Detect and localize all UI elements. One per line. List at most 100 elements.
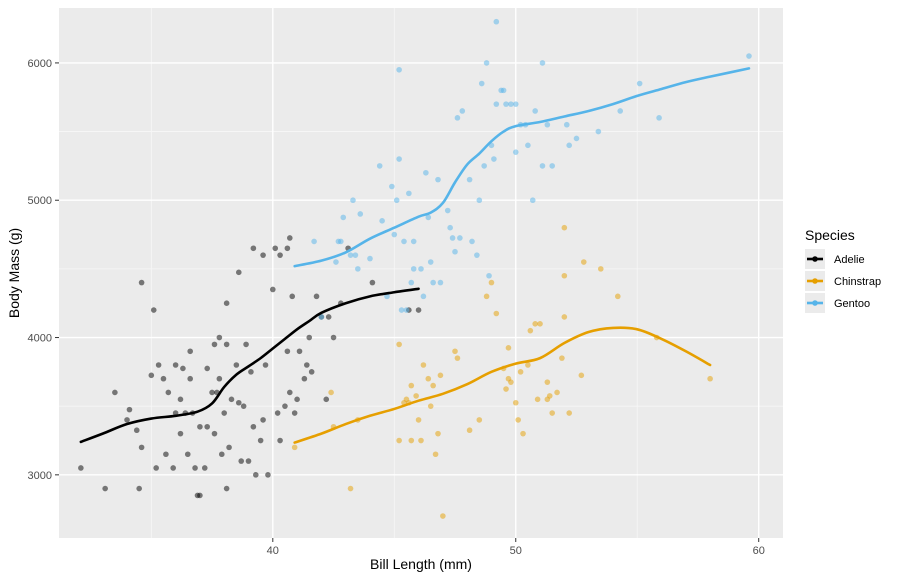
data-point-gentoo [447, 224, 453, 231]
data-point-adelie [150, 307, 157, 313]
data-point-adelie [177, 396, 184, 403]
data-point-adelie [160, 375, 167, 382]
data-point-adelie [221, 410, 228, 416]
data-point-adelie [138, 444, 145, 451]
smooth-lines [79, 67, 751, 444]
data-point-adelie [226, 444, 232, 451]
data-point-gentoo [573, 135, 580, 142]
data-point-gentoo [457, 235, 463, 241]
data-point-gentoo [532, 108, 538, 114]
data-point-adelie [155, 362, 162, 368]
legend-label-gentoo: Gentoo [834, 298, 870, 310]
data-point-chinstrap [512, 399, 519, 406]
data-point-gentoo [491, 156, 497, 162]
data-point-gentoo [425, 214, 432, 221]
data-point-gentoo [379, 218, 385, 224]
data-point-gentoo [529, 197, 536, 204]
data-point-gentoo [512, 149, 519, 155]
data-point-chinstrap [466, 427, 473, 434]
y-tick-label: 3000 [28, 470, 52, 482]
data-point-adelie [277, 252, 283, 258]
data-point-chinstrap [532, 321, 538, 327]
data-point-gentoo [503, 101, 509, 107]
data-point-chinstrap [580, 259, 587, 265]
data-point-adelie [177, 430, 184, 437]
data-point-adelie [265, 472, 271, 478]
data-point-adelie [369, 279, 376, 286]
data-point-gentoo [481, 163, 487, 169]
data-point-adelie [112, 389, 118, 396]
data-point-chinstrap [408, 437, 415, 444]
data-point-adelie [201, 465, 208, 471]
data-point-gentoo [459, 108, 466, 114]
data-point-adelie [228, 396, 235, 403]
data-point-adelie [323, 396, 330, 403]
data-point-gentoo [483, 60, 490, 66]
data-point-adelie [250, 423, 257, 430]
data-point-adelie [216, 375, 223, 382]
data-point-chinstrap [554, 389, 560, 396]
data-point-gentoo [423, 169, 429, 176]
data-point-chinstrap [493, 310, 500, 317]
data-point-chinstrap [578, 372, 585, 379]
y-tick-label: 5000 [28, 195, 52, 207]
data-point-gentoo [454, 115, 461, 121]
data-point-chinstrap [420, 362, 427, 368]
data-point-chinstrap [418, 437, 424, 444]
data-point-gentoo [408, 279, 415, 286]
data-point-chinstrap [707, 375, 713, 382]
data-point-gentoo [508, 101, 514, 107]
legend-key-point [812, 256, 818, 262]
smooth-line-adelie [79, 287, 420, 444]
data-point-gentoo [500, 87, 507, 94]
data-point-chinstrap [328, 389, 334, 396]
data-point-adelie [269, 286, 276, 293]
major-grid [59, 8, 783, 538]
data-point-adelie [248, 369, 254, 375]
data-point-adelie [287, 235, 293, 241]
data-point-gentoo [398, 307, 405, 313]
data-point-gentoo [566, 142, 573, 149]
data-point-adelie [204, 423, 211, 430]
data-point-gentoo [435, 176, 441, 183]
data-point-gentoo [525, 142, 531, 149]
y-tick-label: 4000 [28, 333, 52, 345]
data-point-adelie [211, 430, 218, 437]
data-point-gentoo [410, 238, 417, 245]
data-point-chinstrap [561, 224, 568, 231]
data-point-adelie [197, 492, 203, 499]
data-point-adelie [133, 427, 140, 434]
data-point-chinstrap [537, 321, 543, 327]
data-point-gentoo [617, 108, 624, 114]
data-point-adelie [274, 410, 281, 416]
data-point-adelie [294, 396, 300, 403]
data-point-gentoo [549, 163, 555, 169]
data-point-adelie [136, 485, 142, 492]
data-point-chinstrap [408, 382, 415, 389]
data-point-gentoo [396, 66, 402, 73]
data-point-gentoo [636, 80, 643, 87]
data-point-chinstrap [534, 396, 541, 403]
data-point-adelie [250, 245, 257, 252]
data-point-gentoo [318, 314, 325, 320]
data-point-chinstrap [396, 341, 402, 348]
data-point-chinstrap [544, 379, 551, 385]
data-point-adelie [223, 485, 230, 492]
x-tick-label: 50 [510, 545, 522, 557]
panel-background [59, 8, 783, 538]
data-point-chinstrap [549, 410, 555, 416]
x-axis-title: Bill Length (mm) [370, 556, 472, 572]
data-point-gentoo [544, 121, 551, 128]
legend-label-chinstrap: Chinstrap [834, 276, 881, 288]
data-point-chinstrap [527, 327, 534, 334]
data-point-adelie [204, 365, 211, 372]
data-point-gentoo [449, 235, 456, 241]
data-point-adelie [238, 458, 245, 464]
data-point-adelie [252, 472, 259, 478]
data-point-adelie [243, 341, 249, 348]
data-point-gentoo [389, 183, 395, 190]
data-point-adelie [126, 406, 133, 413]
data-point-adelie [257, 437, 264, 444]
data-point-chinstrap [413, 393, 419, 399]
